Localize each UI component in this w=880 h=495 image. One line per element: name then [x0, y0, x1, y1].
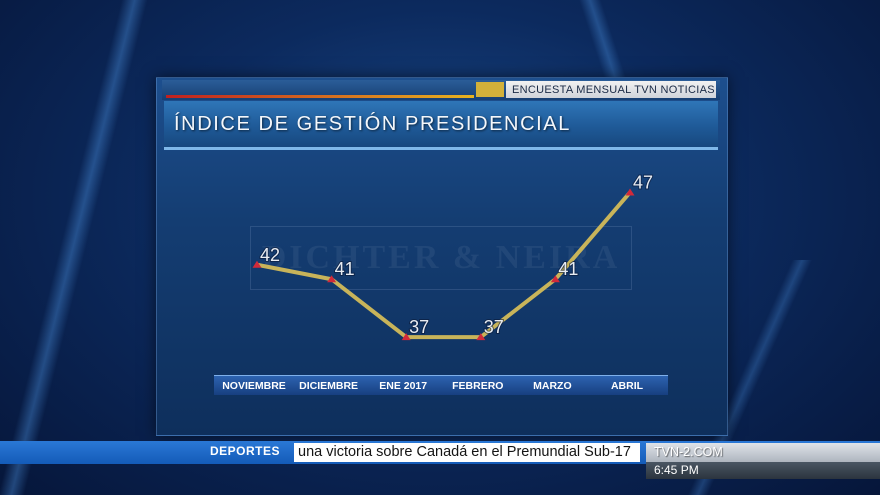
title-bar	[164, 101, 718, 150]
x-tick-label: ABRIL	[611, 380, 644, 392]
data-point-marker	[476, 333, 486, 341]
data-label: 37	[409, 317, 429, 337]
x-tick-label: MARZO	[533, 380, 572, 392]
ticker-headline: una victoria sobre Canadá en el Premundi…	[294, 443, 640, 462]
data-point-marker	[401, 333, 411, 341]
ticker-section-label: DEPORTES	[210, 444, 281, 458]
data-point-marker	[550, 275, 560, 283]
x-tick-label: NOVIEMBRE	[222, 380, 286, 392]
survey-label: ENCUESTA MENSUAL TVN NOTICIAS	[506, 81, 716, 98]
accent-line	[166, 95, 474, 98]
channel-website: TVN-2.COM	[646, 443, 880, 462]
data-label: 41	[335, 259, 355, 279]
chart-title: ÍNDICE DE GESTIÓN PRESIDENCIAL	[174, 113, 571, 135]
data-point-marker	[625, 188, 635, 196]
data-point-marker	[252, 260, 262, 268]
series-line	[256, 191, 632, 340]
x-tick-label: DICIEMBRE	[299, 380, 358, 392]
pollster-watermark: DICHTER & NEIRA	[250, 226, 632, 290]
x-tick-label: ENE 2017	[379, 380, 427, 392]
data-label: 41	[558, 259, 578, 279]
accent-box	[476, 82, 504, 97]
x-axis-band	[214, 375, 668, 395]
data-label: 42	[260, 245, 280, 265]
x-tick-label: FEBRERO	[452, 380, 503, 392]
data-label: 47	[633, 172, 653, 192]
data-label: 37	[484, 317, 504, 337]
data-point-marker	[327, 275, 337, 283]
broadcast-time: 6:45 PM	[646, 462, 880, 479]
